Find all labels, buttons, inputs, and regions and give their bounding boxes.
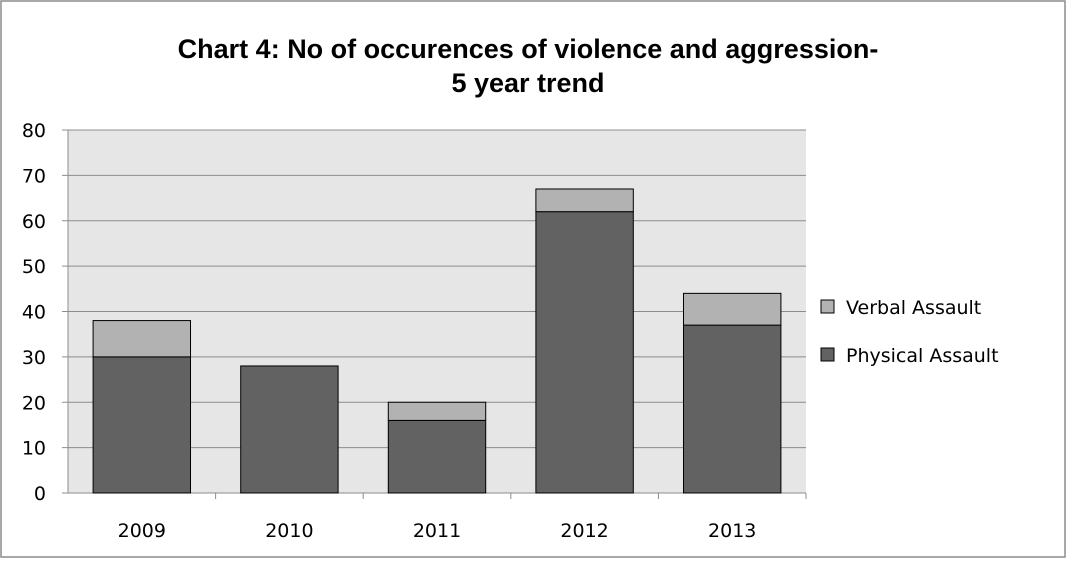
bar-verbal-assault-2011	[387, 401, 487, 421]
bar-physical-assault-2011	[387, 419, 487, 494]
plot-area: 0 10 20 30 40 50 60 70 80 2009 2010 2011 2012 2013	[22, 120, 807, 542]
legend-swatch-verbal-assault	[820, 299, 835, 314]
x-tick-label: 2012	[560, 520, 608, 542]
y-tick-label: 0	[34, 483, 46, 505]
legend-swatch-physical-assault	[820, 347, 835, 362]
bar-physical-assault-2009	[92, 356, 192, 494]
y-tick-label: 40	[22, 302, 46, 324]
legend-label-verbal-assault: Verbal Assault	[846, 297, 981, 319]
y-tick-label: 60	[22, 211, 46, 233]
y-tick-label: 80	[22, 120, 46, 142]
bar-physical-assault-2013	[682, 324, 782, 494]
y-tick-label: 50	[22, 256, 46, 278]
y-tick-label: 30	[22, 347, 46, 369]
x-tick-label: 2009	[118, 520, 166, 542]
y-tick-label: 20	[22, 392, 46, 414]
chart-title-line-1: Chart 4: No of occurences of violence an…	[178, 34, 879, 64]
chart-title-line-2: 5 year trend	[451, 68, 604, 98]
x-tick-label: 2010	[265, 520, 313, 542]
bar-verbal-assault-2009	[92, 320, 192, 358]
bar-verbal-assault-2012	[535, 188, 634, 213]
bar-verbal-assault-2013	[682, 292, 782, 326]
y-tick-label: 10	[22, 438, 46, 460]
y-tick-label: 70	[22, 165, 46, 187]
bar-physical-assault-2012	[535, 211, 634, 494]
x-tick-label: 2011	[413, 520, 461, 542]
legend: Verbal Assault Physical Assault	[820, 297, 999, 367]
x-tick-label: 2013	[708, 520, 756, 542]
bar-physical-assault-2010	[240, 365, 339, 494]
legend-label-physical-assault: Physical Assault	[846, 345, 999, 367]
